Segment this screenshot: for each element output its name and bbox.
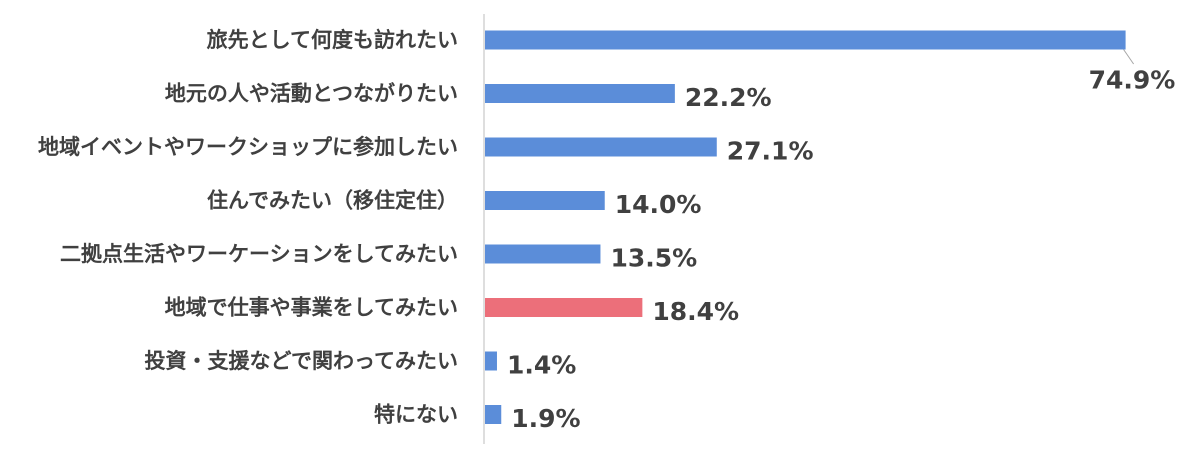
category-label-7: 特にない xyxy=(374,403,458,427)
value-label-1: 22.2% xyxy=(685,83,772,112)
category-label-1: 地元の人や活動とつながりたい xyxy=(165,82,458,106)
value-labels-group: 74.9% 22.2% 27.1% 14.0% 13.5% 18.4% 1.4% 1.9% xyxy=(507,49,1176,433)
bar-4 xyxy=(485,244,601,264)
bar-5 xyxy=(485,298,643,317)
bar-0 xyxy=(485,30,1126,50)
category-label-6: 投資・支援などで関わってみたい xyxy=(144,349,458,373)
value-label-4: 13.5% xyxy=(610,244,697,273)
category-label-3: 住んでみたい（移住定住） xyxy=(207,189,458,213)
bar-7 xyxy=(485,405,502,424)
category-label-2: 地域イベントやワークショップに参加したい xyxy=(38,135,458,159)
value-label-3: 14.0% xyxy=(615,190,702,219)
category-labels-group: 旅先として何度も訪れたい地元の人や活動とつながりたい地域イベントやワークショップ… xyxy=(38,28,458,427)
category-label-4: 二拠点生活やワーケーションをしてみたい xyxy=(60,242,458,266)
value-label-6: 1.4% xyxy=(507,351,576,380)
value-label-leader-0 xyxy=(1123,49,1135,65)
bar-3 xyxy=(485,191,605,210)
bars-group xyxy=(485,30,1126,424)
value-label-0: 74.9% xyxy=(1089,66,1176,95)
bar-6 xyxy=(485,351,497,371)
value-label-2: 27.1% xyxy=(727,137,814,166)
value-label-5: 18.4% xyxy=(652,297,739,326)
category-label-0: 旅先として何度も訪れたい xyxy=(207,28,458,52)
category-label-5: 地域で仕事や事業をしてみたい xyxy=(165,296,458,320)
bar-2 xyxy=(485,137,717,157)
bar-1 xyxy=(485,84,675,103)
value-label-7: 1.9% xyxy=(511,404,580,433)
